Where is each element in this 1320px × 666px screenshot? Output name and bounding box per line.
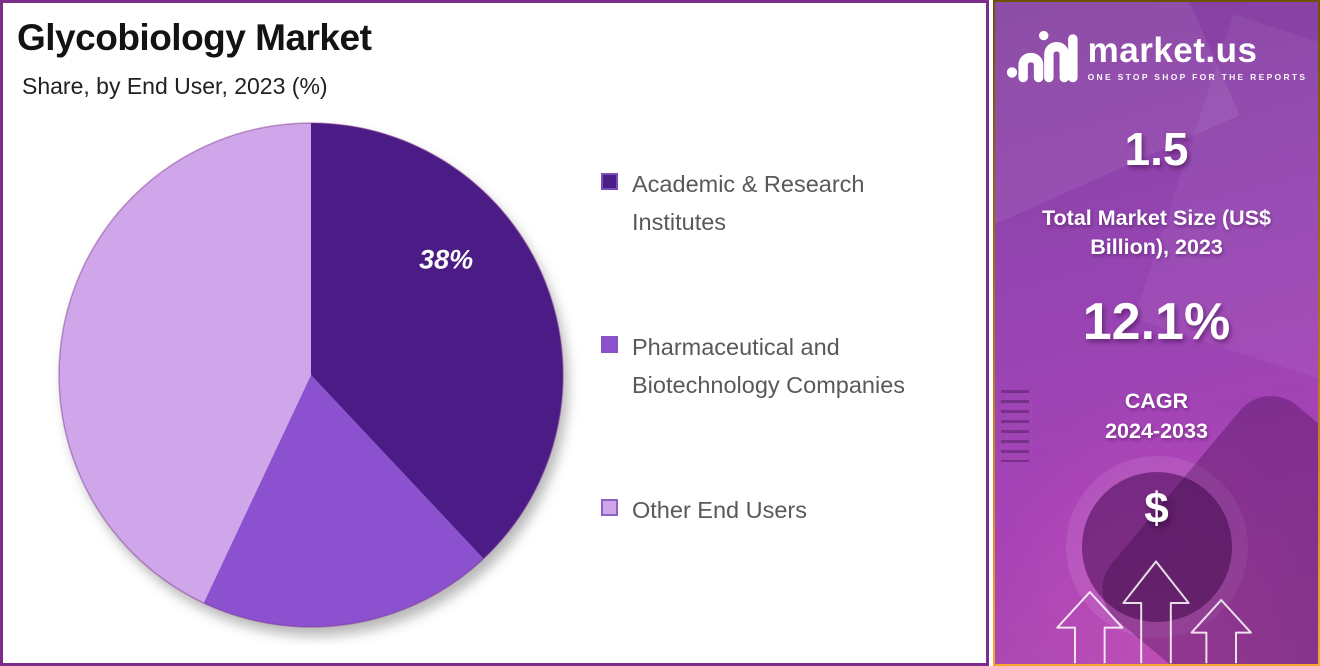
pie-data-label: 38% [419,245,473,275]
cagr-label-line1: CAGR [1124,389,1189,414]
cagr-label-line2: 2024-2033 [1105,419,1208,444]
legend-swatch-other [601,499,618,517]
legend-label-academic: Academic & Research Institutes [632,171,865,235]
sidebar: market.us ONE STOP SHOP FOR THE REPORTS … [995,2,1318,664]
legend-item-pharma: Pharmaceutical and Biotechnology Compani… [601,329,931,404]
growth-arrows-icon [1056,560,1252,664]
brand: market.us ONE STOP SHOP FOR THE REPORTS [1006,28,1308,86]
market-size-label: Total Market Size (US$ Billion), 2023 [1042,206,1271,260]
pie-slice [59,123,311,603]
legend-label-pharma: Pharmaceutical and Biotechnology Compani… [632,334,906,398]
decor-dashes [1001,390,1029,462]
legend-label-other: Other End Users [632,497,808,524]
brand-tagline: ONE STOP SHOP FOR THE REPORTS [1087,71,1308,82]
pie-rim [58,122,564,628]
cagr-label: CAGR 2024-2033 [1105,386,1208,446]
pie-chart: 38% [41,105,581,645]
market-size-value: 1.5 [1124,123,1189,175]
chart-subtitle: Share, by End User, 2023 (%) [22,73,328,99]
legend-swatch-academic [601,173,618,190]
chart-title: Glycobiology Market [17,17,372,58]
cagr-value: 12.1% [1082,293,1231,352]
legend: Academic & Research Institutes Pharmaceu… [601,166,931,618]
chart-panel: Glycobiology Market Share, by End User, … [0,0,989,666]
sidebar-content: market.us ONE STOP SHOP FOR THE REPORTS … [995,2,1318,534]
legend-item-academic: Academic & Research Institutes [601,166,931,241]
brand-name: market.us [1087,30,1258,70]
pie-slice [203,375,484,627]
legend-item-other: Other End Users [601,492,931,530]
dollar-icon: $ [1144,484,1169,534]
decor-coffee-cup-circle [1081,472,1232,622]
brand-text: market.us ONE STOP SHOP FOR THE REPORTS [1088,33,1308,82]
marketus-logo-icon [1006,30,1078,83]
pie-svg: 38% [58,122,564,628]
pie-slice [311,123,563,559]
legend-swatch-pharma [601,336,618,354]
sidebar-frame: market.us ONE STOP SHOP FOR THE REPORTS … [993,0,1320,666]
